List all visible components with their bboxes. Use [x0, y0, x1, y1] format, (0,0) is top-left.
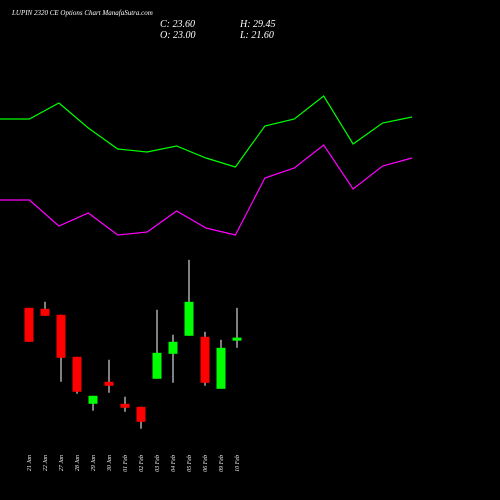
candle-body	[72, 356, 82, 392]
candle-body	[216, 347, 226, 389]
x-tick-label: 09 Feb	[219, 455, 225, 472]
candle-body	[120, 403, 130, 408]
candle-body	[104, 381, 114, 386]
candle-body	[24, 307, 34, 342]
chart-title: LUPIN 2320 CE Options Chart ManafaSutra.…	[11, 9, 153, 17]
high-label: H: 29.45	[239, 19, 276, 30]
x-tick-label: 27 Jan	[59, 455, 65, 471]
x-tick-label: 28 Jan	[75, 455, 81, 471]
low-label: L: 21.60	[239, 30, 274, 41]
candle-body	[168, 341, 178, 354]
x-tick-label: 29 Jan	[91, 455, 97, 471]
indicator-line	[0, 144, 413, 236]
x-tick-label: 02 Feb	[139, 455, 145, 472]
candle-body	[152, 352, 162, 379]
candle-body	[184, 301, 194, 336]
candle-body	[136, 406, 146, 422]
open-label: O: 23.00	[160, 30, 196, 41]
close-label: C: 23.60	[160, 19, 195, 30]
x-tick-label: 01 Feb	[123, 455, 129, 472]
candle-body	[232, 337, 242, 341]
candle-body	[200, 336, 210, 383]
x-tick-label: 05 Feb	[187, 455, 193, 472]
x-tick-label: 30 Jan	[107, 455, 113, 472]
candle-body	[56, 314, 66, 358]
x-tick-label: 06 Feb	[203, 455, 209, 472]
x-tick-label: 21 Jan	[27, 455, 33, 471]
x-tick-label: 10 Feb	[235, 455, 241, 472]
candle-body	[88, 395, 98, 404]
x-tick-label: 22 Jan	[43, 455, 49, 471]
candle-body	[40, 308, 50, 316]
x-tick-label: 04 Feb	[170, 455, 177, 472]
indicator-line	[0, 95, 413, 168]
x-tick-label: 03 Feb	[155, 455, 161, 472]
